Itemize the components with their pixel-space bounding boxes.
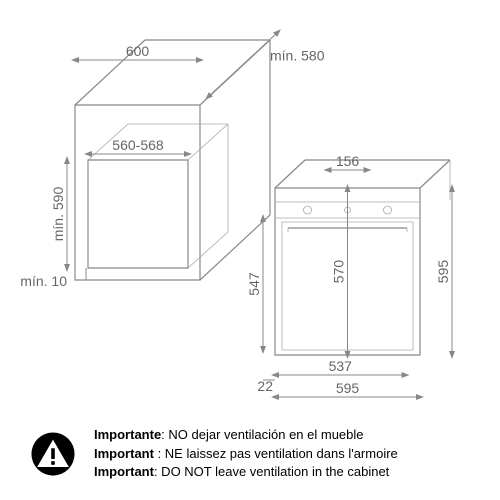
svg-text:mín. 590: mín. 590 — [50, 187, 66, 242]
important-notes: Importante: NO dejar ventilación en el m… — [0, 413, 500, 500]
technical-drawing: 600 mín. 580 560-568 mín. 590 mín. 10 156 547 5… — [0, 0, 500, 400]
svg-text:mín. 10: mín. 10 — [20, 273, 67, 289]
svg-text:600: 600 — [126, 43, 150, 59]
svg-text:537: 537 — [329, 358, 353, 374]
svg-text:595: 595 — [435, 260, 451, 284]
svg-text:156: 156 — [336, 153, 360, 169]
svg-text:595: 595 — [336, 380, 360, 396]
page: 600 mín. 580 560-568 mín. 590 mín. 10 156 547 5… — [0, 0, 500, 500]
svg-text:560-568: 560-568 — [112, 137, 164, 153]
svg-text:mín. 580: mín. 580 — [270, 48, 325, 64]
notes-text: Importante: NO dejar ventilación en el m… — [94, 425, 398, 482]
warning-icon — [30, 431, 76, 477]
svg-text:570: 570 — [331, 260, 347, 284]
note-line-fr: Important : NE laissez pas ventilation d… — [94, 446, 398, 462]
svg-text:547: 547 — [246, 272, 262, 296]
note-line-en: Important: DO NOT leave ventilation in t… — [94, 464, 398, 480]
note-line-es: Importante: NO dejar ventilación en el m… — [94, 427, 398, 443]
